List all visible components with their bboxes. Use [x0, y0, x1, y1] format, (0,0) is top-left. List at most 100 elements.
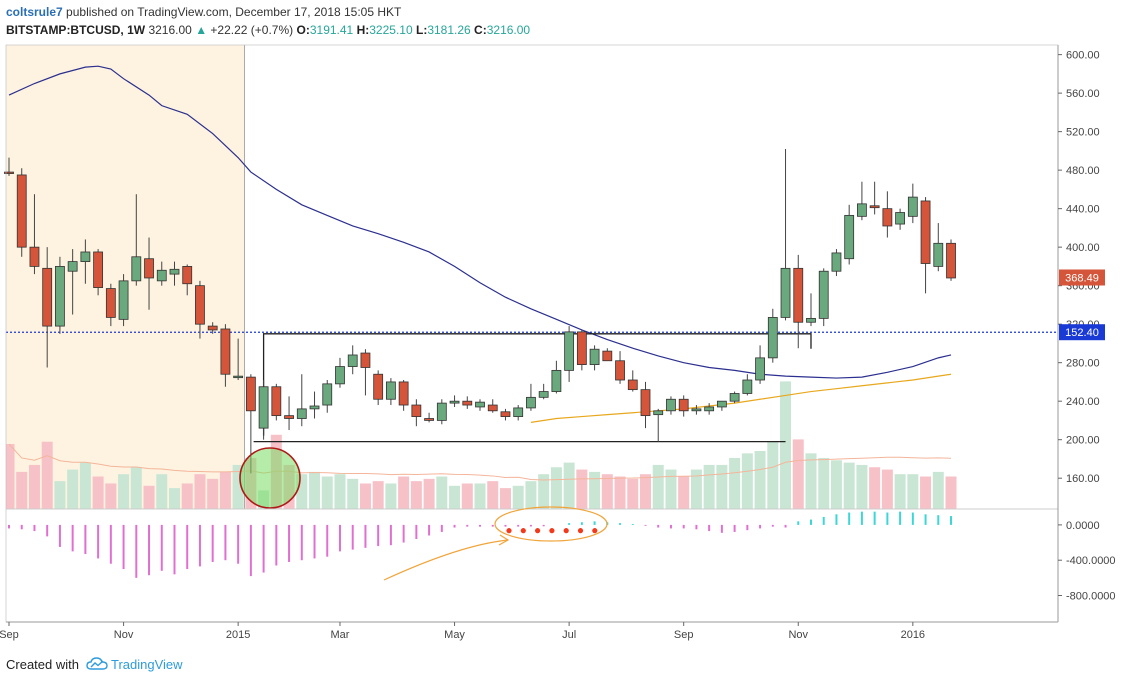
volume-bar [856, 464, 868, 509]
macd-marker-dot [520, 528, 526, 534]
candle [755, 357, 765, 381]
candle [424, 418, 434, 421]
candle [16, 174, 27, 248]
candle [284, 415, 294, 419]
volume-bar [232, 464, 244, 509]
candle [220, 328, 231, 375]
volume-bar [589, 471, 601, 509]
candle [691, 408, 702, 412]
candle [831, 252, 842, 272]
annotation-circle [239, 447, 301, 509]
ma-orange-line [530, 373, 952, 423]
candle [322, 383, 333, 406]
low-value: 3181.26 [427, 23, 471, 37]
candle [373, 373, 384, 400]
range-top-line [262, 333, 812, 436]
last-price-label-bg [1059, 269, 1105, 286]
volume-bar [703, 464, 715, 509]
candle [844, 214, 855, 260]
header-line-2: BITSTAMP:BTCUSD, 1W 3216.00 ▲ +22.22 (+0… [6, 23, 530, 37]
footer: Created with TradingView [6, 657, 183, 672]
candle [118, 280, 129, 320]
candle [233, 375, 244, 379]
macd-tick-label: -400.0000 [1066, 555, 1116, 567]
volume-bar [16, 471, 28, 509]
candle [818, 270, 829, 319]
volume-bar [729, 457, 741, 509]
volume-bar [550, 467, 562, 509]
price-tick-label: 480.00 [1066, 165, 1100, 177]
volume-bar [461, 483, 473, 509]
candle [245, 376, 256, 412]
volume-bar [894, 474, 906, 509]
last-price: 3216.00 [148, 23, 192, 37]
candle [4, 171, 14, 174]
volume-label: 152.40 [1065, 327, 1099, 339]
macd-tick-label: -800.0000 [1066, 591, 1116, 603]
candle [564, 331, 575, 371]
tradingview-brand[interactable]: TradingView [111, 657, 183, 672]
volume-bar [627, 478, 639, 509]
symbol-label[interactable]: BITSTAMP:BTCUSD, 1W [6, 23, 146, 37]
candle [767, 317, 778, 359]
candle [487, 404, 498, 412]
candle [627, 379, 638, 391]
published-text: published on TradingView.com, December 1… [66, 5, 402, 19]
candle [742, 379, 753, 394]
candle [653, 410, 664, 416]
candle [195, 285, 205, 325]
candle [360, 352, 371, 368]
candle [156, 269, 167, 282]
candle [882, 208, 893, 227]
time-tick-label: Nov [114, 629, 134, 641]
volume-bar [181, 483, 193, 509]
volume-bar [945, 476, 957, 509]
volume-bar [512, 485, 524, 509]
candle [258, 386, 269, 429]
volume-bar [67, 469, 79, 509]
candle [169, 268, 180, 275]
volume-bar [385, 483, 397, 509]
close-value: 3216.00 [486, 23, 531, 37]
candle [678, 398, 689, 412]
volume-bar [410, 481, 422, 509]
candle [895, 212, 905, 225]
volume-bar [423, 478, 435, 509]
macd-marker-dot [577, 528, 584, 534]
candle [615, 360, 625, 381]
change-up-icon: ▲ [195, 23, 208, 37]
high-value: 3225.10 [369, 23, 413, 37]
time-tick-label: Mar [331, 629, 350, 641]
price-tick-label: 560.00 [1066, 88, 1100, 100]
candle [436, 402, 447, 421]
candle [385, 381, 396, 400]
candle [105, 288, 116, 318]
author-name[interactable]: coltsrule7 [6, 5, 63, 19]
price-tick-label: 280.00 [1066, 358, 1100, 370]
volume-label-bg [1059, 324, 1105, 341]
candle [780, 267, 791, 318]
macd-marker-dot [592, 528, 598, 534]
volume-bar [678, 476, 690, 509]
price-tick-label: 200.00 [1066, 435, 1100, 447]
created-with-text: Created with [6, 657, 79, 672]
open-value: 3191.41 [309, 23, 354, 37]
candle [309, 405, 320, 410]
volume-bar [372, 481, 384, 509]
annotation-arrow-head [498, 534, 510, 546]
volume-bar [920, 476, 932, 509]
price-chart[interactable]: 600.00560.00520.00480.00440.00400.00360.… [0, 0, 1126, 650]
candle [589, 348, 600, 366]
candle [55, 266, 65, 327]
volume-bar [130, 467, 142, 509]
price-tick-label: 400.00 [1066, 242, 1100, 254]
volume-bar [41, 441, 53, 509]
candle [347, 354, 358, 367]
volume-bar [780, 381, 792, 509]
candle [920, 200, 931, 264]
candle [602, 350, 613, 362]
volume-bar [499, 488, 511, 509]
time-tick-label: Jul [562, 629, 576, 641]
volume-bar [741, 453, 753, 509]
candle [80, 251, 91, 262]
